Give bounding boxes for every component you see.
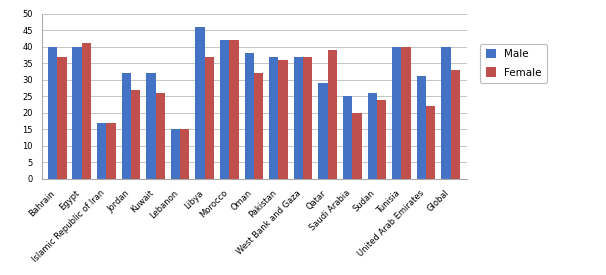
- Bar: [367, 93, 377, 179]
- Bar: [57, 57, 67, 179]
- Bar: [107, 123, 116, 179]
- Bar: [269, 57, 279, 179]
- Bar: [417, 76, 426, 179]
- Bar: [441, 47, 451, 179]
- Bar: [48, 47, 57, 179]
- Bar: [426, 106, 435, 179]
- Bar: [343, 96, 352, 179]
- Bar: [82, 43, 91, 179]
- Bar: [156, 93, 165, 179]
- Bar: [131, 90, 141, 179]
- Bar: [328, 50, 337, 179]
- Bar: [122, 73, 131, 179]
- Bar: [318, 83, 328, 179]
- Legend: Male, Female: Male, Female: [481, 44, 547, 83]
- Bar: [229, 40, 239, 179]
- Bar: [205, 57, 214, 179]
- Bar: [392, 47, 401, 179]
- Bar: [279, 60, 288, 179]
- Bar: [451, 70, 460, 179]
- Bar: [146, 73, 156, 179]
- Bar: [245, 53, 254, 179]
- Bar: [180, 129, 190, 179]
- Bar: [294, 57, 303, 179]
- Bar: [97, 123, 107, 179]
- Bar: [352, 113, 362, 179]
- Bar: [303, 57, 313, 179]
- Bar: [254, 73, 263, 179]
- Bar: [377, 100, 386, 179]
- Bar: [195, 27, 205, 179]
- Bar: [73, 47, 82, 179]
- Bar: [220, 40, 229, 179]
- Bar: [171, 129, 180, 179]
- Bar: [401, 47, 411, 179]
